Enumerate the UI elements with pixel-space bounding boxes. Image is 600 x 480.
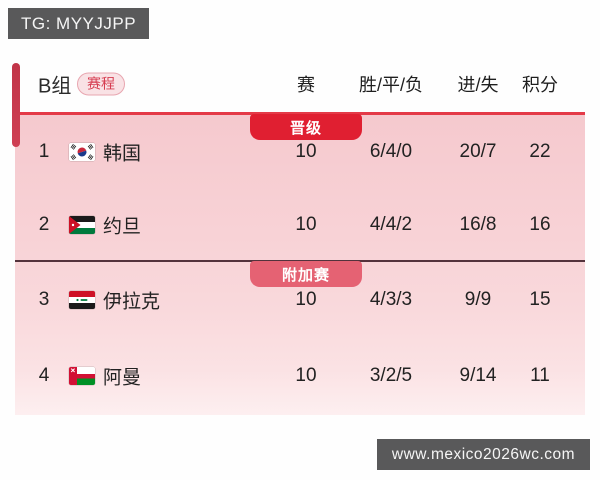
goals-for-against: 16/8 xyxy=(459,214,497,235)
points: 22 xyxy=(529,140,551,162)
points: 15 xyxy=(529,288,551,310)
jordan-flag-icon xyxy=(69,216,95,234)
rank: 4 xyxy=(38,365,50,386)
win-draw-loss: 4/4/2 xyxy=(369,214,413,235)
win-draw-loss: 4/3/3 xyxy=(369,288,413,310)
accent-bar xyxy=(12,63,20,147)
goals-for-against: 9/14 xyxy=(459,365,497,386)
goals-for-against: 9/9 xyxy=(464,288,492,310)
table-row[interactable]: 4 阿曼 10 3/2/5 9/14 11 xyxy=(15,337,585,415)
iraq-flag-icon xyxy=(69,290,95,309)
goals-for-against: 20/7 xyxy=(459,140,497,162)
points: 16 xyxy=(529,214,551,235)
table-row[interactable]: 2 约旦 10 4/4/2 16/8 16 xyxy=(15,188,585,262)
column-header-played: 赛 xyxy=(297,75,315,95)
rank: 1 xyxy=(38,140,50,162)
team-name: 阿曼 xyxy=(103,367,142,389)
table-header: B组 赛程 赛 胜/平/负 进/失 积分 xyxy=(12,56,585,147)
table-row[interactable]: 3 伊拉克 10 4/3/3 9/9 15 xyxy=(15,262,585,337)
oman-flag-icon xyxy=(69,367,95,385)
rank: 2 xyxy=(38,214,50,235)
column-header-goals: 进/失 xyxy=(457,75,499,95)
group-title: B组 xyxy=(38,75,72,98)
table-body: 晋级 附加赛 1 xyxy=(15,114,585,415)
team-name: 伊拉克 xyxy=(103,291,161,312)
win-draw-loss: 6/4/0 xyxy=(369,140,413,162)
team-name: 韩国 xyxy=(103,143,142,164)
matches-played: 10 xyxy=(295,288,317,310)
column-header-points: 积分 xyxy=(522,75,558,95)
south-korea-flag-icon xyxy=(69,142,95,161)
matches-played: 10 xyxy=(295,214,317,235)
column-header-win-draw-loss: 胜/平/负 xyxy=(358,75,423,95)
win-draw-loss: 3/2/5 xyxy=(369,365,413,386)
header-divider xyxy=(15,112,585,115)
site-watermark: www.mexico2026wc.com xyxy=(377,439,590,470)
rank: 3 xyxy=(38,288,50,310)
tg-watermark: TG: MYYJJPP xyxy=(8,8,150,39)
standings-card: B组 赛程 赛 胜/平/负 进/失 积分 晋级 附加赛 1 xyxy=(12,56,585,415)
playoff-zone-badge: 附加赛 xyxy=(250,261,362,287)
matches-played: 10 xyxy=(295,140,317,162)
table-row[interactable]: 1 xyxy=(15,115,585,188)
matches-played: 10 xyxy=(295,365,317,386)
team-name: 约旦 xyxy=(103,216,142,238)
points: 11 xyxy=(530,365,550,386)
schedule-badge[interactable]: 赛程 xyxy=(77,72,125,96)
qualified-zone-badge: 晋级 xyxy=(250,114,362,140)
